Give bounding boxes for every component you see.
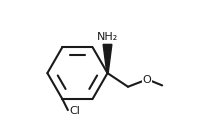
Text: Cl: Cl <box>69 106 80 116</box>
Text: NH₂: NH₂ <box>97 32 118 42</box>
Polygon shape <box>103 44 112 73</box>
Text: O: O <box>143 75 152 85</box>
